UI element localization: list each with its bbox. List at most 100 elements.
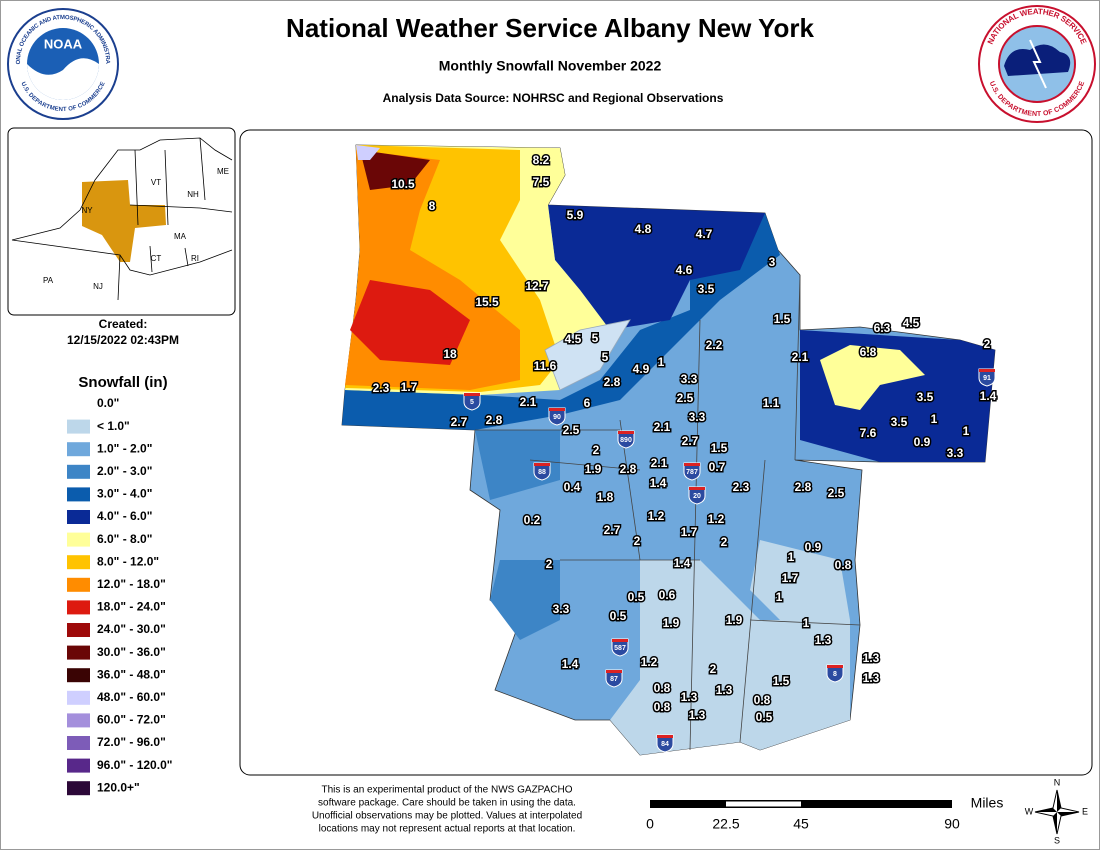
highway-shield [688,486,706,505]
compass-letter: S [1054,835,1060,845]
legend-label: 36.0" - 48.0" [97,667,166,681]
observation-label: 1.4 [980,389,997,403]
observation-label: 2 [593,443,600,457]
legend-label: 24.0" - 30.0" [97,622,166,636]
observation-label: 4.9 [633,362,650,376]
highway-number: 91 [983,375,991,382]
observation-label: 1.7 [681,525,698,539]
observation-label: 3.5 [698,282,715,296]
highway-number: 890 [620,437,632,444]
observation-label: 2 [710,662,717,676]
highway-shield-top [684,463,700,466]
observation-label: 4.6 [676,263,693,277]
legend-label: 4.0" - 6.0" [97,509,152,523]
highway-shield [611,638,629,657]
observation-label: 1.4 [562,657,579,671]
scale-tick-label: 0 [646,816,654,832]
scale-bar [650,800,952,808]
highway-number: 90 [553,414,561,421]
observation-label: 2.8 [604,375,621,389]
observation-label: 1.4 [650,476,667,490]
observation-label: 1 [931,412,938,426]
compass-letter: E [1082,806,1088,816]
observation-label: 3.3 [553,602,570,616]
observation-label: 2.8 [620,462,637,476]
observation-label: 0.8 [754,693,771,707]
legend: 0.0" < 1.0" 1.0" - 2.0" 2.0" - 3.0" 3.0" - 4… [67,396,172,796]
observation-label: 0.5 [756,710,773,724]
observation-label: 2 [721,535,728,549]
highway-shield [463,392,481,411]
observation-label: 1.3 [681,690,698,704]
highway-shield-top [464,393,480,396]
highway-shield-top [618,431,634,434]
legend-label: 60.0" - 72.0" [97,713,166,727]
legend-swatch [67,442,90,457]
legend-label: 8.0" - 12.0" [97,554,159,568]
observation-label: 7.5 [533,175,550,189]
highway-shield [978,368,996,387]
observation-label: 5 [602,350,609,364]
observation-label: 1.9 [726,613,743,627]
highway-shield-top [612,639,628,642]
compass-letter: N [1054,777,1061,787]
highway-number: 84 [661,741,669,748]
observation-label: 1 [803,616,810,630]
observation-label: 2.8 [795,480,812,494]
observation-label: 2.8 [486,413,503,427]
observation-label: 1.8 [597,490,614,504]
highway-number: 20 [693,493,701,500]
highway-number: 5 [470,399,474,406]
legend-label: 72.0" - 96.0" [97,735,166,749]
legend-swatch [67,600,90,615]
observation-label: 5.9 [567,208,584,222]
observation-label: 1.3 [716,683,733,697]
observation-label: 0.8 [654,700,671,714]
subtitle: Monthly Snowfall November 2022 [439,58,662,74]
legend-title: Snowfall (in) [78,374,167,391]
observation-label: 1.2 [648,509,665,523]
legend-label: 1.0" - 2.0" [97,441,152,455]
observation-label: 1 [658,355,665,369]
inset-state-label: RI [191,254,199,263]
disclaimer-line: This is an experimental product of the N… [321,785,572,796]
observation-label: 7.6 [860,426,877,440]
observation-label: 2.3 [733,480,750,494]
inset-map [7,127,236,316]
observation-label: 6.8 [860,345,877,359]
inset-labels: ME VT NH NY MA CT RI PA NJ [43,167,229,291]
legend-swatch [67,736,90,750]
legend-swatch [67,645,90,660]
legend-label: 0.0" [97,396,119,410]
highway-shield [605,669,623,688]
observation-label: 12.7 [525,279,549,293]
inset-state-label: PA [43,276,54,285]
legend-label: 96.0" - 120.0" [97,758,172,772]
highway-shield-top [657,735,673,738]
legend-label: 12.0" - 18.0" [97,577,166,591]
legend-swatch [67,781,90,796]
observation-label: 2 [984,337,991,351]
highway-shields: 5 90 890 88 787 20 587 87 84 8 91 [463,368,996,753]
highway-shield [617,430,635,449]
observation-label: 1 [776,590,783,604]
compass-letter: W [1025,806,1034,816]
observation-label: 0.5 [628,590,645,604]
inset-state-label: MA [174,232,187,241]
observation-label: 1.4 [674,556,691,570]
legend-swatch [67,397,90,411]
legend-swatch [67,668,90,683]
observation-label: 1.5 [774,312,791,326]
observation-label: 2.1 [654,420,671,434]
disclaimer-line: locations may not represent actual repor… [319,824,576,835]
observation-label: 4.8 [635,222,652,236]
noaa-logo: NOAA NATIONAL OCEANIC AND ATMOSPHERIC AD… [0,0,119,120]
disclaimer: This is an experimental product of the N… [312,785,582,835]
observation-label: 1.9 [663,616,680,630]
highway-number: 88 [538,469,546,476]
observation-label: 2.1 [520,395,537,409]
observation-label: 2.5 [563,423,580,437]
compass-labels: N E S W [1025,777,1088,845]
highway-number: 787 [686,469,698,476]
